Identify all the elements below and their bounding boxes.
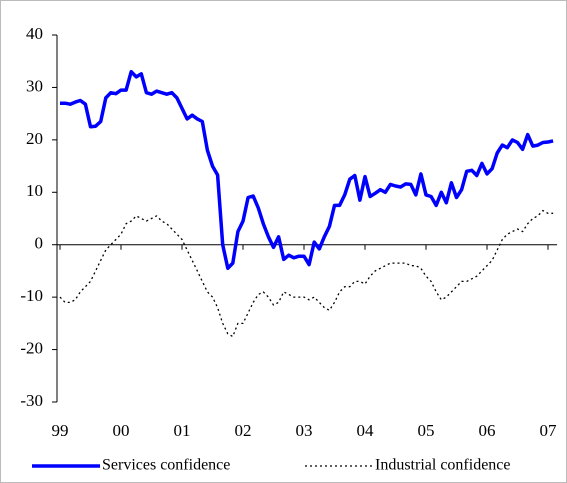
x-tick-label: 05: [418, 421, 435, 440]
x-tick-label: 02: [235, 421, 252, 440]
y-tick-label: 20: [26, 129, 43, 148]
x-tick-label: 07: [540, 421, 558, 440]
y-tick-label: 10: [26, 181, 43, 200]
series-line: [59, 209, 554, 338]
y-tick-label: 30: [26, 76, 43, 95]
x-tick-label: 99: [52, 421, 69, 440]
y-tick-label: -20: [20, 338, 43, 357]
x-tick-label: 06: [479, 421, 496, 440]
series-line: [60, 69, 554, 271]
y-tick-label: -30: [20, 391, 43, 410]
legend-label: Industrial confidence: [375, 457, 511, 474]
y-tick-label: 0: [35, 234, 44, 253]
x-tick-label: 03: [296, 421, 313, 440]
legend-label: Services confidence: [102, 457, 230, 474]
x-tick-label: 04: [357, 421, 375, 440]
x-tick-label: 01: [174, 421, 191, 440]
y-tick-label: -10: [20, 286, 43, 305]
y-tick-label: 40: [26, 24, 43, 43]
x-tick-label: 00: [113, 421, 130, 440]
